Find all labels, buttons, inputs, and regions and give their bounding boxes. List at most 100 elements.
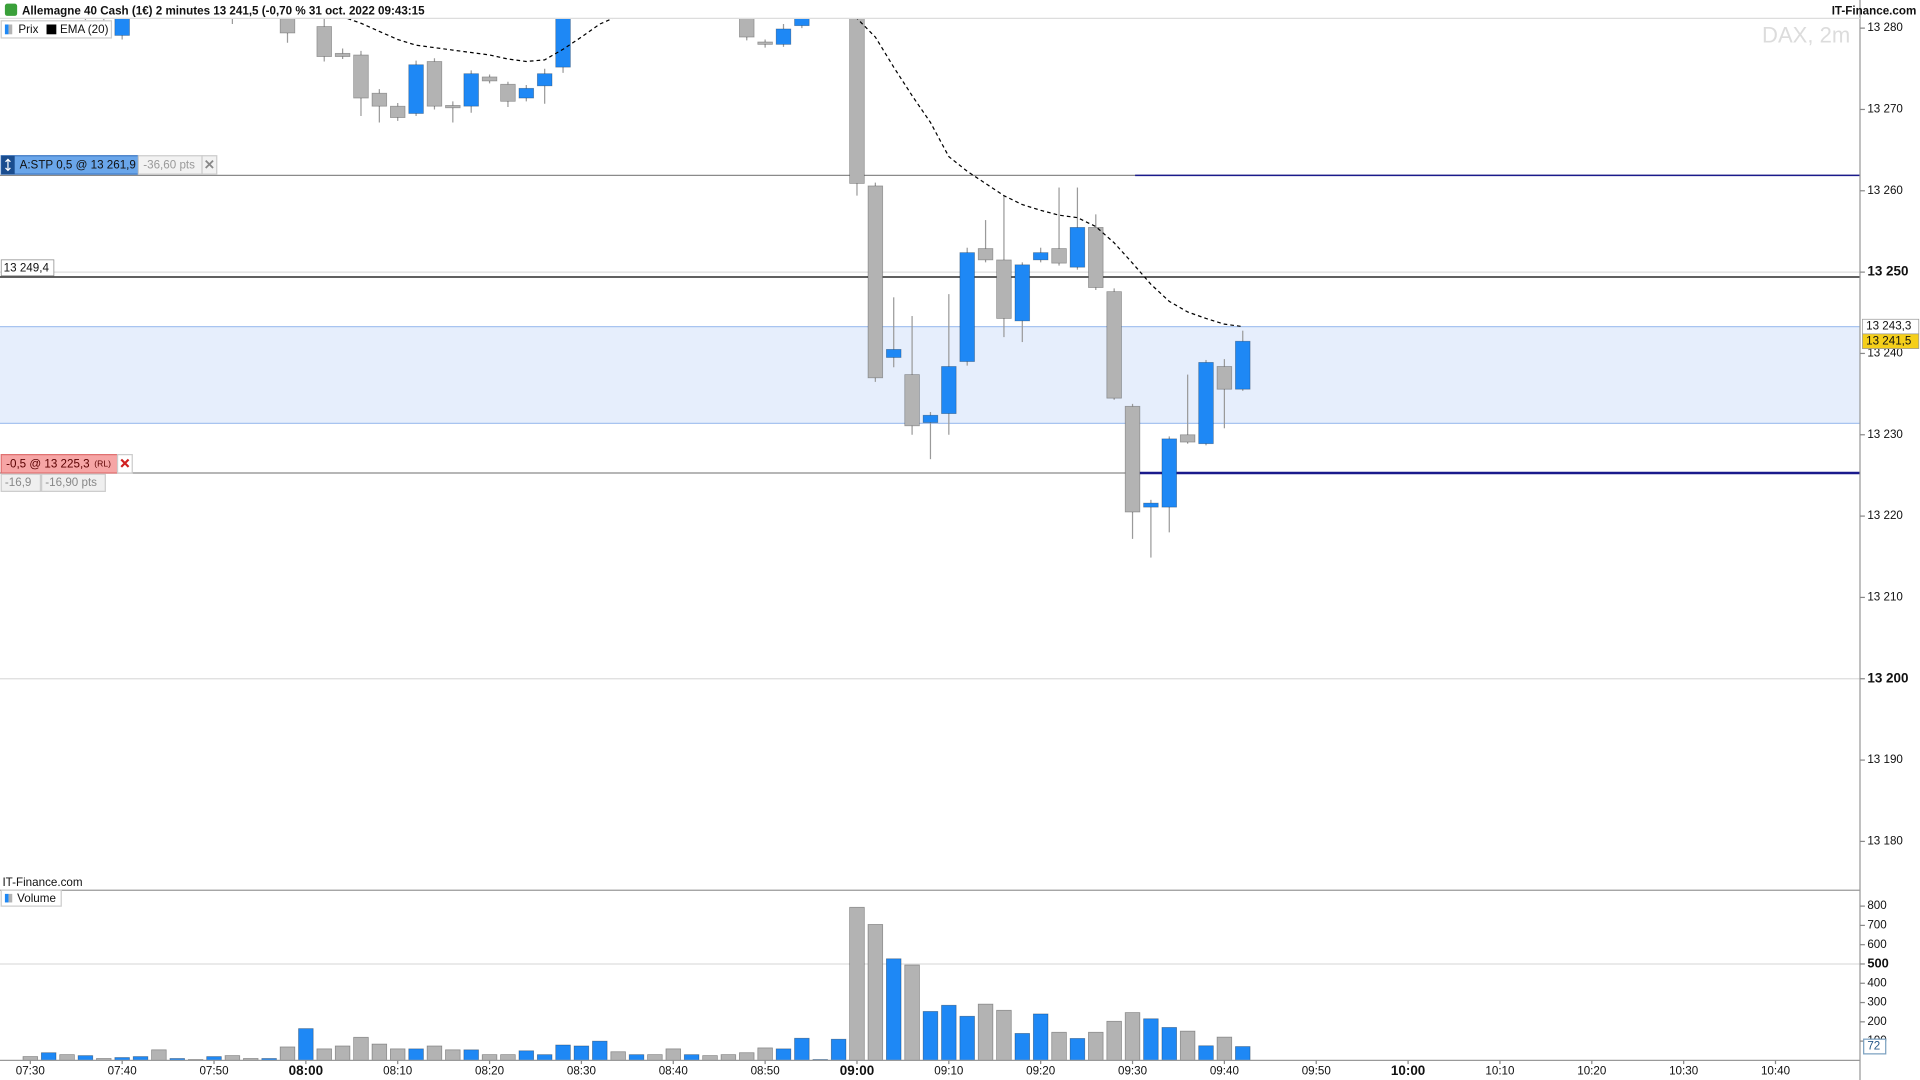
candle-body — [1069, 227, 1086, 268]
x-tick-label: 09:20 — [1026, 1065, 1056, 1078]
volume-bar — [426, 1045, 443, 1061]
position-tag: (RL) — [94, 459, 111, 469]
volume-bar — [702, 1055, 718, 1061]
x-tick-label: 10:30 — [1669, 1065, 1699, 1078]
x-tick-label: 09:10 — [934, 1065, 964, 1078]
volume-bar — [224, 1055, 241, 1061]
candle-body — [1161, 438, 1177, 508]
y-tick-label: 13 260 — [1867, 184, 1903, 197]
volume-bar — [1051, 1031, 1067, 1061]
candle-body — [904, 374, 920, 427]
legend-icon — [4, 893, 9, 903]
y-tick-label: 13 280 — [1867, 21, 1903, 34]
last-volume-label: 72 — [1867, 1040, 1880, 1053]
y-tick-label: 500 — [1867, 955, 1888, 970]
candle-body — [500, 83, 516, 102]
volume-bar — [1161, 1027, 1177, 1061]
legend-label: EMA (20) — [60, 23, 109, 36]
volume-bar — [830, 1038, 847, 1061]
volume-bar — [481, 1054, 498, 1061]
position-pnl-box — [41, 473, 106, 492]
volume-bar — [720, 1054, 737, 1061]
volume-bar — [628, 1054, 645, 1061]
volume-bar — [849, 906, 865, 1061]
volume-bar — [757, 1047, 773, 1061]
order-label: A:STP 0,5 @ 13 261,9 — [20, 159, 136, 172]
y-tick-label: 13 230 — [1867, 428, 1903, 441]
y-tick-label: 400 — [1867, 976, 1887, 989]
candle-body — [1198, 362, 1214, 445]
candle-body — [426, 61, 443, 107]
x-tick-label: 08:10 — [383, 1065, 413, 1078]
last-label: 13 243,3 — [1866, 320, 1911, 333]
volume-bar — [445, 1049, 461, 1061]
x-tick-label: 07:30 — [16, 1065, 46, 1078]
volume-bar — [59, 1054, 75, 1061]
volume-bar — [922, 1011, 939, 1061]
volume-bar — [40, 1052, 57, 1061]
volume-bar — [1069, 1038, 1086, 1061]
volume-bar — [941, 1004, 957, 1061]
volume-bar — [500, 1054, 516, 1061]
source: IT-Finance.com — [1832, 5, 1917, 18]
x-tick-label: 10:00 — [1391, 1063, 1425, 1078]
order-handle-icon — [5, 158, 11, 172]
x-tick-label: 09:50 — [1302, 1065, 1332, 1078]
y-tick-label: 13 180 — [1867, 834, 1903, 847]
price-pane — [0, 18, 1860, 680]
volume-bar — [610, 1051, 626, 1061]
legend-label: Volume — [17, 892, 56, 905]
x-tick-label: 10:10 — [1485, 1065, 1515, 1078]
volume-bar — [592, 1040, 608, 1061]
volume-bar — [996, 1009, 1012, 1061]
volume-bar — [1032, 1013, 1049, 1061]
position-pnl: -16,9 — [5, 476, 32, 489]
candle-body — [739, 18, 755, 38]
volume-bar — [794, 1037, 810, 1061]
legend-box — [0, 889, 62, 907]
candle-body — [1032, 252, 1049, 261]
volume-bar — [573, 1045, 590, 1061]
volume-bar — [867, 924, 884, 1061]
y-tick-label: 13 240 — [1867, 347, 1903, 360]
y-tick-label: 13 190 — [1867, 753, 1903, 766]
volume-bar — [1143, 1018, 1159, 1061]
candle-body — [371, 92, 388, 107]
candle-body — [353, 54, 369, 99]
volume-bar — [408, 1048, 424, 1061]
status-icon — [4, 3, 18, 16]
candle-body — [1124, 405, 1141, 513]
candle-body — [1179, 434, 1196, 443]
legend-label: Prix — [18, 23, 38, 36]
y-tick-label: 13 210 — [1867, 591, 1903, 604]
candle-body — [1051, 248, 1067, 264]
candle-body — [390, 105, 406, 118]
x-tick-label: 10:20 — [1577, 1065, 1607, 1078]
volume-bar — [371, 1043, 388, 1061]
volume-bar — [1014, 1033, 1031, 1061]
volume-bar — [977, 1003, 994, 1061]
legend-icon — [8, 24, 13, 35]
last-label: 13 241,5 — [1866, 334, 1911, 347]
candle-body — [1088, 227, 1104, 288]
candle-body — [941, 366, 957, 414]
order-pnl: -36,60 pts — [143, 159, 195, 172]
volume-bar — [959, 1015, 975, 1061]
volume-bar — [151, 1049, 167, 1061]
order-close-icon — [205, 159, 214, 169]
price-line-label: 13 249,4 — [4, 261, 50, 274]
y-tick-label: 300 — [1867, 996, 1887, 1009]
volume-bar — [775, 1048, 792, 1061]
y-tick-label: 700 — [1867, 918, 1887, 931]
last-label-box — [1862, 333, 1920, 349]
volume-bar — [1198, 1045, 1214, 1061]
volume-bar — [665, 1048, 681, 1061]
volume-bar — [1179, 1030, 1196, 1061]
position-close-icon — [120, 458, 130, 468]
volume-bar — [1216, 1036, 1233, 1061]
x-tick-label: 08:50 — [751, 1065, 781, 1078]
candle-body — [1014, 264, 1031, 322]
volume-bar — [1124, 1012, 1141, 1061]
